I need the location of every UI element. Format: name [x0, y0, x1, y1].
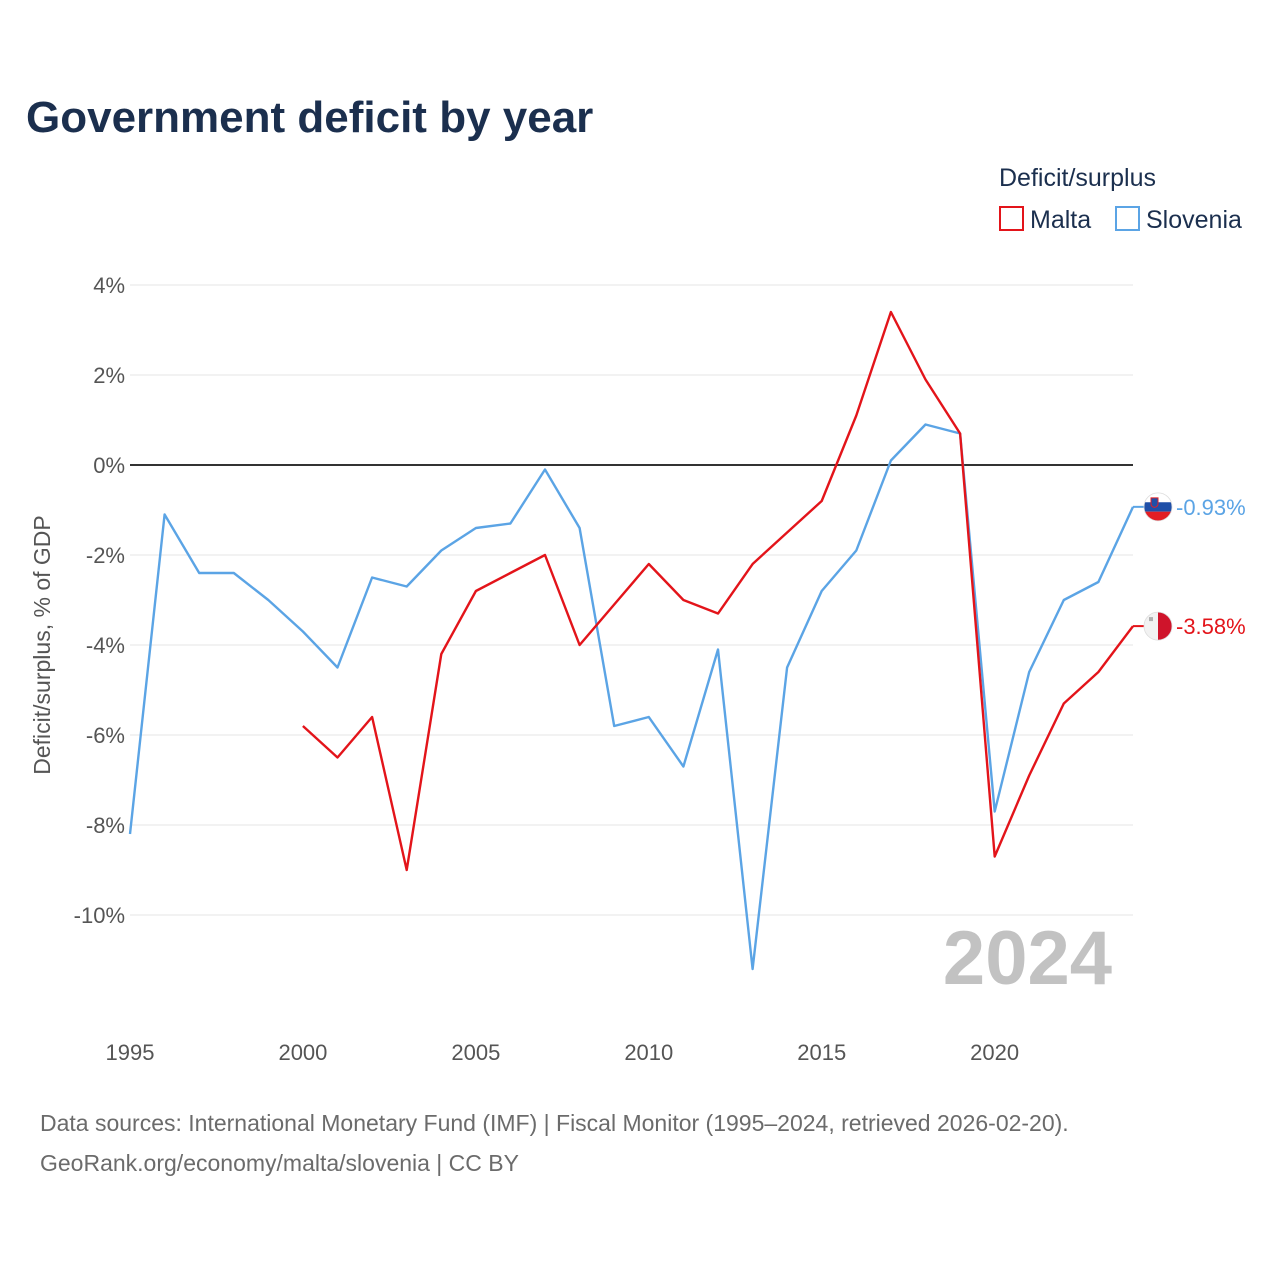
- y-tick-label: -2%: [86, 543, 125, 568]
- malta-flag-icon: [1143, 611, 1173, 641]
- y-tick-label: -10%: [74, 903, 125, 928]
- y-tick-label: 2%: [93, 363, 125, 388]
- y-tick-label: -4%: [86, 633, 125, 658]
- end-label-slovenia: -0.93%: [1176, 495, 1246, 520]
- y-tick-label: 0%: [93, 453, 125, 478]
- legend-label: Slovenia: [1146, 206, 1242, 234]
- legend-swatch: [1115, 206, 1140, 231]
- current-year-watermark: 2024: [943, 916, 1112, 1001]
- y-tick-label: -6%: [86, 723, 125, 748]
- x-tick-label: 2005: [451, 1040, 500, 1065]
- legend-title: Deficit/surplus: [999, 164, 1156, 192]
- slovenia-flag-icon: [1143, 492, 1173, 522]
- legend-item-malta[interactable]: Malta: [999, 206, 1091, 234]
- y-axis: 4% 2% 0% -2% -4% -6% -8% -10%: [74, 273, 125, 928]
- legend[interactable]: Deficit/surplus Malta Slovenia: [999, 164, 1242, 234]
- x-tick-label: 2015: [797, 1040, 846, 1065]
- series-line-malta: [302, 310, 1134, 872]
- legend-label: Malta: [1030, 206, 1091, 234]
- y-tick-label: -8%: [86, 813, 125, 838]
- end-labels: -3.58% -0.93%: [1133, 492, 1246, 641]
- y-tick-label: 4%: [93, 273, 125, 298]
- end-label-malta: -3.58%: [1176, 614, 1246, 639]
- source-line-1: Data sources: International Monetary Fun…: [40, 1110, 1069, 1136]
- x-axis: 1995 2000 2005 2010 2015 2020: [106, 1040, 1020, 1065]
- y-axis-label: Deficit/surplus, % of GDP: [29, 515, 55, 774]
- x-tick-label: 2020: [970, 1040, 1019, 1065]
- x-tick-label: 2010: [624, 1040, 673, 1065]
- gridlines: [130, 284, 1133, 916]
- source-line-2[interactable]: GeoRank.org/economy/malta/slovenia | CC …: [40, 1150, 519, 1176]
- x-tick-label: 2000: [278, 1040, 327, 1065]
- x-tick-label: 1995: [106, 1040, 155, 1065]
- legend-item-slovenia[interactable]: Slovenia: [1115, 206, 1242, 234]
- series-lines: [128, 310, 1135, 971]
- legend-swatch: [999, 206, 1024, 231]
- chart-title: Government deficit by year: [26, 93, 593, 142]
